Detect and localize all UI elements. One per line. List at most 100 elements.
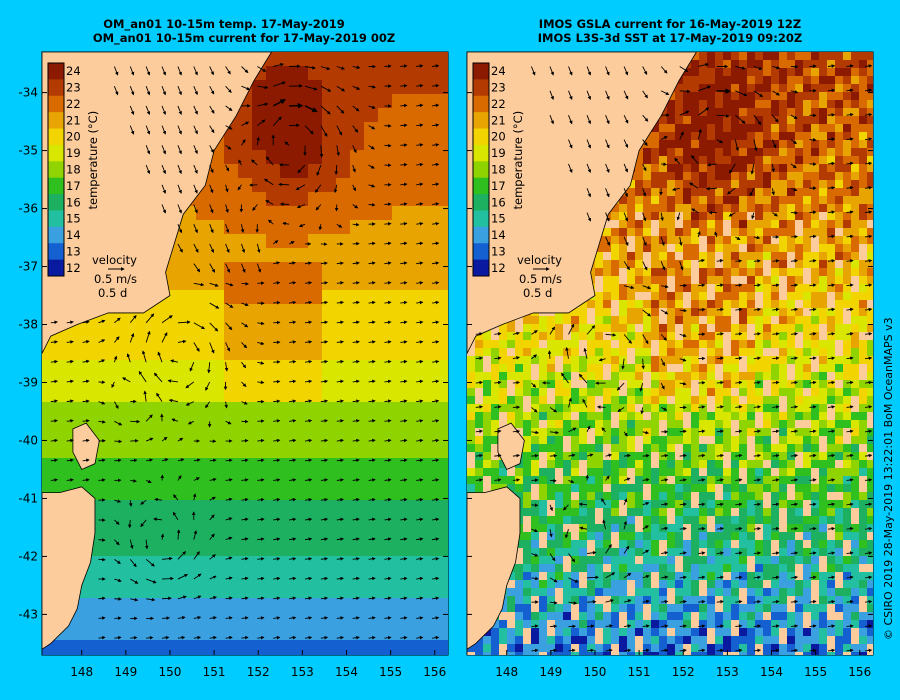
sst-cell <box>266 318 281 333</box>
sst-cell <box>731 540 740 549</box>
sst-cell <box>531 468 540 477</box>
sst-cell <box>763 228 772 237</box>
sst-cell <box>406 640 421 655</box>
sst-cell <box>835 340 844 349</box>
sst-cell <box>851 196 860 205</box>
sst-cell <box>715 100 724 109</box>
sst-cell <box>779 556 788 565</box>
sst-cell <box>675 148 684 157</box>
sst-cell <box>827 572 836 581</box>
sst-cell <box>795 204 804 213</box>
sst-cell <box>723 452 732 461</box>
sst-cell <box>675 332 684 341</box>
sst-cell <box>851 452 860 461</box>
sst-cell <box>571 412 580 421</box>
sst-cell <box>683 92 692 101</box>
sst-cell <box>627 212 636 221</box>
sst-cell <box>659 220 668 229</box>
sst-cell <box>803 532 812 541</box>
sst-cell <box>579 372 588 381</box>
sst-cell <box>571 340 580 349</box>
sst-cell <box>723 564 732 573</box>
sst-cell <box>763 260 772 269</box>
sst-cell <box>707 372 716 381</box>
sst-cell <box>819 612 828 621</box>
sst-cell <box>595 340 604 349</box>
sst-cell <box>523 612 532 621</box>
sst-cell <box>723 140 732 149</box>
sst-cell <box>499 332 508 341</box>
sst-cell <box>755 380 764 389</box>
sst-cell <box>627 436 636 445</box>
sst-cell <box>182 346 197 361</box>
sst-cell <box>547 364 556 373</box>
sst-cell <box>499 404 508 413</box>
sst-cell <box>252 528 267 543</box>
sst-cell <box>635 620 644 629</box>
sst-cell <box>803 172 812 181</box>
sst-cell <box>523 340 532 349</box>
sst-cell <box>651 516 660 525</box>
sst-cell <box>112 640 127 655</box>
sst-cell <box>611 308 620 317</box>
sst-cell <box>294 80 309 95</box>
sst-cell <box>420 430 435 445</box>
sst-cell <box>140 570 155 585</box>
sst-cell <box>70 374 85 389</box>
sst-cell <box>651 132 660 141</box>
sst-cell <box>691 564 700 573</box>
sst-cell <box>611 500 620 509</box>
sst-cell <box>851 580 860 589</box>
sst-cell <box>579 404 588 413</box>
sst-cell <box>779 540 788 549</box>
sst-cell <box>336 556 351 571</box>
sst-cell <box>779 428 788 437</box>
sst-cell <box>603 316 612 325</box>
sst-cell <box>603 308 612 317</box>
sst-cell <box>811 124 820 133</box>
sst-cell <box>675 252 684 261</box>
sst-cell <box>635 556 644 565</box>
sst-cell <box>803 292 812 301</box>
sst-cell <box>667 612 676 621</box>
sst-cell <box>420 486 435 501</box>
sst-cell <box>763 76 772 85</box>
sst-cell <box>182 290 197 305</box>
sst-cell <box>434 360 448 375</box>
sst-cell <box>531 364 540 373</box>
sst-cell <box>603 404 612 413</box>
sst-cell <box>715 212 724 221</box>
sst-cell <box>747 236 756 245</box>
sst-cell <box>747 516 756 525</box>
sst-cell <box>252 164 267 179</box>
sst-cell <box>683 476 692 485</box>
sst-cell <box>112 472 127 487</box>
sst-cell <box>667 508 676 517</box>
sst-cell <box>531 484 540 493</box>
sst-cell <box>563 444 572 453</box>
sst-cell <box>731 356 740 365</box>
sst-cell <box>691 292 700 301</box>
sst-cell <box>603 300 612 309</box>
sst-cell <box>154 584 169 599</box>
sst-cell <box>827 108 836 117</box>
sst-cell <box>294 584 309 599</box>
sst-cell <box>763 428 772 437</box>
sst-cell <box>266 94 281 109</box>
sst-cell <box>667 628 676 637</box>
sst-cell <box>683 532 692 541</box>
sst-cell <box>196 486 211 501</box>
sst-cell <box>835 364 844 373</box>
sst-cell <box>643 604 652 613</box>
sst-cell <box>603 588 612 597</box>
sst-cell <box>336 220 351 235</box>
sst-cell <box>531 436 540 445</box>
sst-cell <box>715 604 724 613</box>
sst-cell <box>827 428 836 437</box>
sst-cell <box>779 468 788 477</box>
sst-cell <box>126 598 141 613</box>
sst-cell <box>755 52 764 61</box>
sst-cell <box>683 452 692 461</box>
sst-cell <box>779 524 788 533</box>
sst-cell <box>763 532 772 541</box>
